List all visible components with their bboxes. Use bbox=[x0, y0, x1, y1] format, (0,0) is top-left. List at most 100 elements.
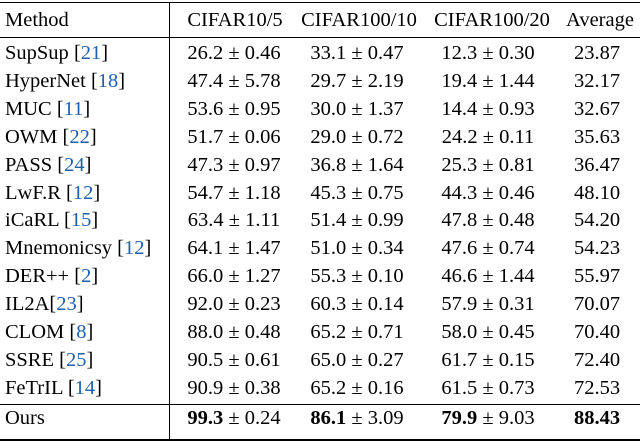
cifar100-10-value: 65.2 ± 0.71 bbox=[310, 321, 404, 343]
ours-cifar100-20: 79.9 ± 9.03 bbox=[422, 405, 554, 431]
table-row: PASS [24] 47.3 ± 0.97 36.8 ± 1.64 25.3 ± 0.… bbox=[0, 152, 640, 178]
citation-link[interactable]: 15 bbox=[70, 209, 92, 232]
cifar100-20-value: 47.6 ± 0.74 bbox=[441, 237, 535, 260]
average-value: 55.97 bbox=[573, 265, 621, 288]
method-cell: CLOM [8] bbox=[5, 321, 94, 343]
citation-link[interactable]: 11 bbox=[63, 97, 84, 120]
cifar100-10-value: 30.0 ± 1.37 bbox=[310, 97, 404, 120]
citation-link[interactable]: 12 bbox=[72, 181, 94, 204]
average-value: 32.17 bbox=[573, 69, 621, 92]
average-value: 32.67 bbox=[573, 97, 621, 120]
cifar100-10-value: 65.0 ± 0.27 bbox=[310, 348, 404, 371]
method-name: IL2A bbox=[5, 293, 50, 316]
method-name: CLOM bbox=[5, 321, 65, 343]
cifar100-20-value: 44.3 ± 0.46 bbox=[441, 181, 535, 204]
ours-rule bbox=[0, 404, 640, 405]
method-name: DER++ bbox=[5, 265, 70, 288]
cifar10-5-value: 90.5 ± 0.61 bbox=[187, 348, 281, 371]
cifar100-20-value: 19.4 ± 1.44 bbox=[441, 69, 535, 92]
method-name: PASS bbox=[5, 153, 53, 176]
cifar100-10-value: 60.3 ± 0.14 bbox=[310, 293, 404, 316]
cifar100-20-value: 61.5 ± 0.73 bbox=[441, 376, 535, 399]
table-row: IL2A[23] 92.0 ± 0.23 60.3 ± 0.14 57.9 ± 0.3… bbox=[0, 291, 640, 317]
table-row: LwF.R [12] 54.7 ± 1.18 45.3 ± 0.75 44.3 ± 0… bbox=[0, 180, 640, 206]
citation-link[interactable]: 18 bbox=[97, 69, 119, 92]
cifar100-10-value: 55.3 ± 0.10 bbox=[310, 265, 404, 288]
method-cell: LwF.R [12] bbox=[5, 181, 101, 204]
header-cifar10-5: CIFAR10/5 bbox=[187, 9, 283, 31]
cifar100-20-value: 12.3 ± 0.30 bbox=[441, 42, 535, 64]
table-row: DER++ [2] 66.0 ± 1.27 55.3 ± 0.10 46.6 ± 1.… bbox=[0, 263, 640, 289]
cifar10-5-value: 47.4 ± 5.78 bbox=[187, 69, 281, 92]
method-name: OWM bbox=[5, 125, 58, 148]
table-row: FeTrIL [14] 90.9 ± 0.38 65.2 ± 0.16 61.5 ± … bbox=[0, 375, 640, 401]
average-value: 72.40 bbox=[573, 348, 621, 371]
cifar10-5-value: 64.1 ± 1.47 bbox=[187, 237, 281, 260]
method-name: iCaRL bbox=[5, 209, 59, 232]
average-value: 70.40 bbox=[573, 321, 621, 343]
method-cell: OWM [22] bbox=[5, 125, 97, 148]
ours-cifar10-5-std: ± 0.24 bbox=[223, 407, 281, 429]
citation-link[interactable]: 8 bbox=[76, 321, 87, 343]
table-row: HyperNet [18] 47.4 ± 5.78 29.7 ± 2.19 19.4 … bbox=[0, 68, 640, 94]
cifar100-20-value: 14.4 ± 0.93 bbox=[441, 97, 535, 120]
method-cell: FeTrIL [14] bbox=[5, 376, 102, 399]
ours-cifar100-10: 86.1 ± 3.09 bbox=[294, 405, 420, 431]
cifar10-5-value: 53.6 ± 0.95 bbox=[187, 97, 281, 120]
average-value: 72.53 bbox=[573, 376, 621, 399]
ours-cifar100-10-std: ± 3.09 bbox=[346, 407, 404, 429]
method-name: HyperNet bbox=[5, 69, 86, 92]
cifar100-10-value: 51.0 ± 0.34 bbox=[310, 237, 404, 260]
citation-link[interactable]: 24 bbox=[64, 153, 85, 176]
cifar100-10-value: 29.7 ± 2.19 bbox=[310, 69, 404, 92]
ours-cifar100-20-std: ± 9.03 bbox=[477, 407, 535, 429]
cifar10-5-value: 66.0 ± 1.27 bbox=[187, 265, 281, 288]
method-cell: SSRE [25] bbox=[5, 348, 94, 371]
top-rule bbox=[0, 2, 640, 3]
cifar10-5-value: 26.2 ± 0.46 bbox=[187, 42, 281, 64]
method-column-divider bbox=[169, 2, 170, 440]
method-name: Mnemonicsy bbox=[5, 237, 113, 260]
method-name: FeTrIL bbox=[5, 376, 63, 399]
cifar100-20-value: 61.7 ± 0.15 bbox=[441, 348, 535, 371]
method-name: MUC bbox=[5, 97, 52, 120]
header-row: Method CIFAR10/5 CIFAR100/10 CIFAR100/20… bbox=[0, 7, 640, 33]
cifar100-20-value: 58.0 ± 0.45 bbox=[441, 321, 535, 343]
average-value: 54.20 bbox=[573, 209, 621, 232]
average-value: 70.07 bbox=[573, 293, 621, 316]
cifar10-5-value: 47.3 ± 0.97 bbox=[187, 153, 281, 176]
cifar10-5-value: 54.7 ± 1.18 bbox=[187, 181, 281, 204]
citation-link[interactable]: 2 bbox=[81, 265, 92, 288]
table-row: MUC [11] 53.6 ± 0.95 30.0 ± 1.37 14.4 ± 0.9… bbox=[0, 96, 640, 122]
citation-link[interactable]: 25 bbox=[65, 348, 87, 371]
method-cell: MUC [11] bbox=[5, 97, 91, 120]
citation-link[interactable]: 23 bbox=[56, 293, 77, 316]
average-value: 48.10 bbox=[573, 181, 621, 204]
ours-cifar100-20-mean: 79.9 bbox=[441, 407, 478, 429]
cifar100-20-value: 46.6 ± 1.44 bbox=[441, 265, 535, 288]
ours-method-name: Ours bbox=[5, 407, 45, 429]
method-cell: DER++ [2] bbox=[5, 265, 99, 288]
ours-average: 88.43 bbox=[573, 407, 621, 429]
citation-link[interactable]: 14 bbox=[74, 376, 96, 399]
method-cell: IL2A[23] bbox=[5, 293, 84, 316]
method-name: SSRE bbox=[5, 348, 54, 371]
citation-link[interactable]: 21 bbox=[80, 42, 102, 64]
header-method: Method bbox=[5, 9, 69, 31]
method-cell: Mnemonicsy [12] bbox=[5, 237, 152, 260]
cifar100-10-value: 51.4 ± 0.99 bbox=[310, 209, 404, 232]
cifar10-5-value: 51.7 ± 0.06 bbox=[187, 125, 281, 148]
table-row: SupSup [21] 26.2 ± 0.46 33.1 ± 0.47 12.3 ± … bbox=[0, 40, 640, 66]
citation-link[interactable]: 22 bbox=[69, 125, 90, 148]
cifar100-20-value: 25.3 ± 0.81 bbox=[441, 153, 535, 176]
cifar100-10-value: 29.0 ± 0.72 bbox=[310, 125, 404, 148]
method-name: SupSup bbox=[5, 42, 69, 64]
cifar100-20-value: 47.8 ± 0.48 bbox=[441, 209, 535, 232]
cifar100-20-value: 57.9 ± 0.31 bbox=[441, 293, 535, 316]
table-row: iCaRL [15] 63.4 ± 1.11 51.4 ± 0.99 47.8 ± 0… bbox=[0, 207, 640, 233]
cifar10-5-value: 92.0 ± 0.23 bbox=[187, 293, 281, 316]
citation-link[interactable]: 12 bbox=[124, 237, 145, 260]
method-cell: PASS [24] bbox=[5, 153, 92, 176]
method-cell: SupSup [21] bbox=[5, 42, 109, 64]
